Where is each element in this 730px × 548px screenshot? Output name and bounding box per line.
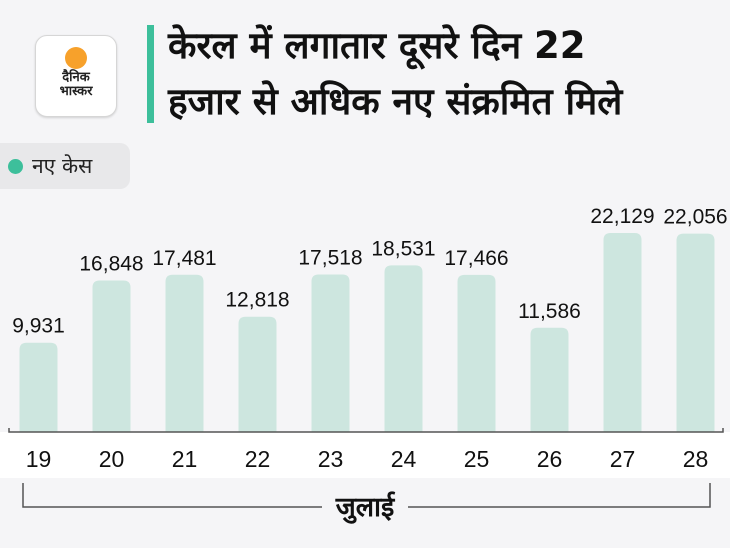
x-tick-label: 23 [318,446,344,472]
legend-label: नए केस [32,154,93,178]
bar [92,280,131,432]
value-label: 16,848 [79,252,143,275]
x-tick-label: 19 [26,446,52,472]
value-label: 17,518 [298,246,362,269]
value-label: 9,931 [12,315,65,338]
x-tick-label: 25 [464,446,490,472]
x-axis-band [0,432,730,478]
x-axis-label: जुलाई [335,491,396,524]
bar [530,327,569,432]
x-tick-label: 28 [683,446,709,472]
bar [384,265,423,432]
title-line-1: केरल में लगातार दूसरे दिन 22 [168,24,586,67]
logo-text-2: भास्कर [59,84,93,99]
x-tick-label: 21 [172,446,198,472]
legend: नए केस [0,143,130,189]
x-tick-label: 27 [610,446,636,472]
value-label: 11,586 [518,300,581,323]
x-axis-line [8,428,724,433]
bar [457,274,496,432]
month-bracket [22,483,711,508]
bar [676,233,715,432]
value-label: 22,129 [590,205,654,228]
x-tick-label: 24 [391,446,417,472]
dainik-bhaskar-logo: दैनिक भास्कर [35,35,117,117]
value-label: 17,466 [444,247,508,270]
bar [311,274,350,432]
title-accent-bar [147,25,154,123]
value-label: 22,056 [663,206,727,229]
legend-dot [8,158,23,174]
bar [165,274,204,432]
x-tick-label: 22 [245,446,271,472]
title-line-2: हजार से अधिक नए संक्रमित मिले [168,80,623,123]
value-label: 17,481 [152,247,216,270]
x-tick-label: 20 [99,446,125,472]
sun-icon [65,47,87,69]
x-tick-label: 26 [537,446,563,472]
bar [238,316,277,432]
chart-title: केरल में लगातार दूसरे दिन 22 हजार से अधि… [168,18,728,130]
value-label: 18,531 [371,237,435,260]
bar [603,233,642,432]
bar [19,342,58,432]
value-label: 12,818 [225,289,289,312]
logo-text-1: दैनिक [62,70,90,85]
